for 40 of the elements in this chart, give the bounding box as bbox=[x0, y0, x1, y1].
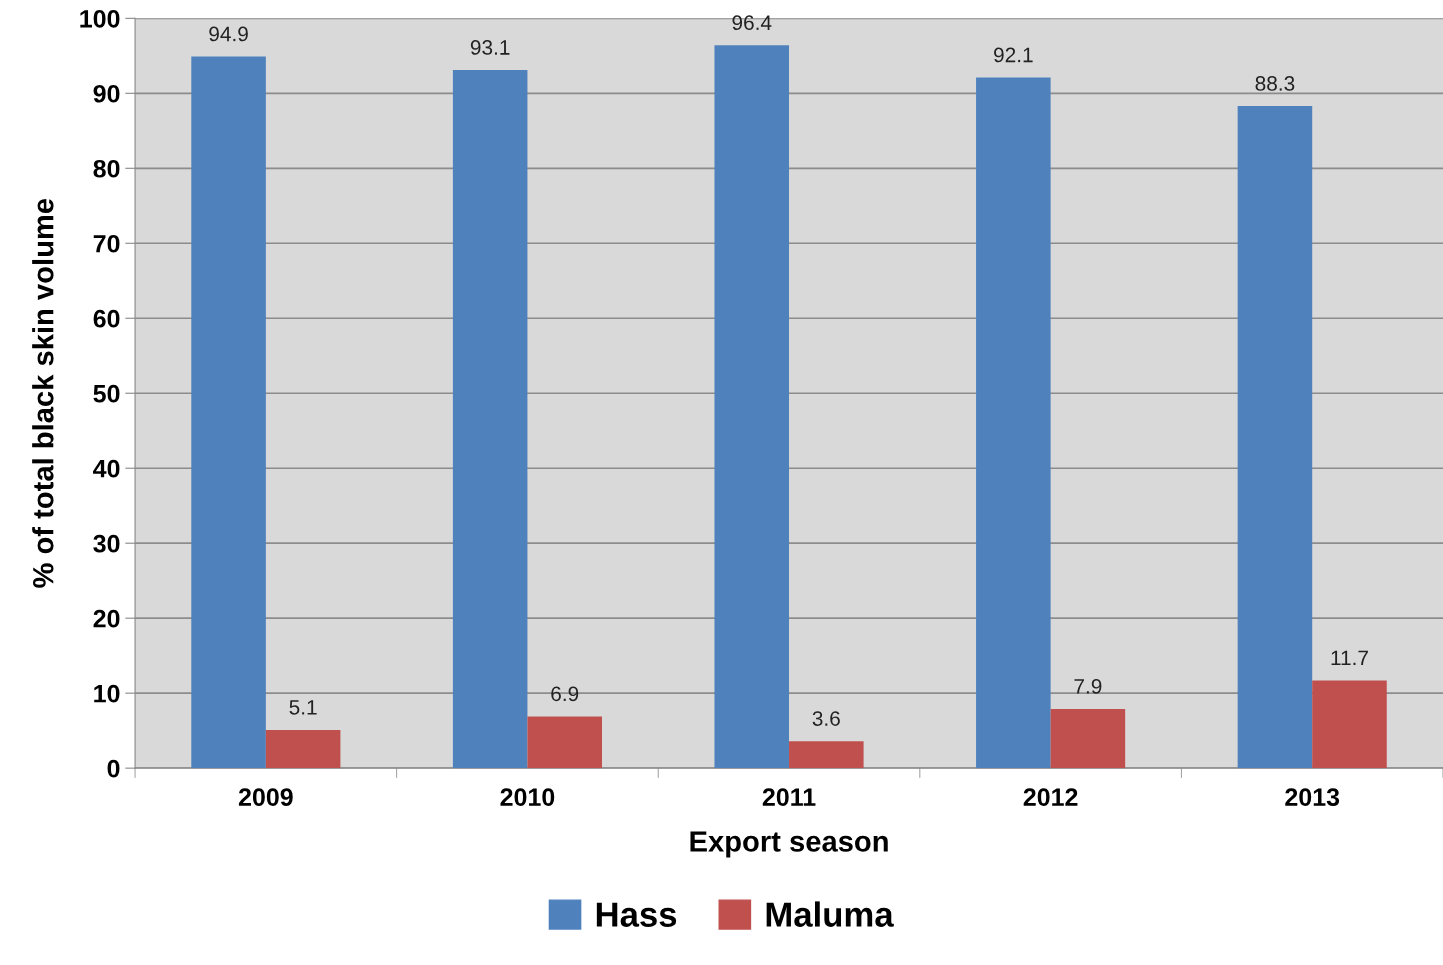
bar bbox=[1312, 680, 1387, 769]
y-tick-label: 70 bbox=[93, 234, 120, 253]
x-tick-label: 2012 bbox=[1023, 788, 1078, 806]
y-tick-label: 20 bbox=[93, 609, 120, 628]
y-tick-label: 80 bbox=[93, 159, 120, 178]
bar bbox=[1237, 106, 1313, 769]
y-tick-label: 30 bbox=[93, 534, 120, 553]
data-label: 94.9 bbox=[209, 26, 248, 42]
y-tick-label: 90 bbox=[93, 84, 120, 103]
x-tick-label: 2009 bbox=[238, 788, 293, 806]
x-axis-title: Export season bbox=[690, 831, 888, 858]
y-axis-title: % of total black skin volume bbox=[32, 198, 54, 588]
x-tick-label: 2013 bbox=[1285, 788, 1340, 806]
data-label: 7.9 bbox=[1074, 678, 1102, 694]
bar bbox=[452, 70, 528, 769]
bar bbox=[789, 741, 864, 769]
data-label: 96.4 bbox=[732, 15, 772, 31]
bar bbox=[714, 45, 790, 769]
y-tick-label: 10 bbox=[94, 684, 120, 703]
bar bbox=[976, 77, 1051, 769]
data-label: 11.7 bbox=[1331, 650, 1368, 665]
data-label: 92.1 bbox=[994, 47, 1033, 63]
y-tick-label: 60 bbox=[93, 309, 120, 328]
data-label: 5.1 bbox=[289, 700, 317, 715]
y-tick-label: 0 bbox=[107, 759, 120, 778]
legend-label: Hass bbox=[596, 902, 677, 927]
bar bbox=[1050, 708, 1126, 769]
x-tick-label: 2010 bbox=[500, 788, 555, 806]
data-label: 3.6 bbox=[812, 711, 840, 726]
data-label: 93.1 bbox=[470, 40, 510, 55]
data-label: 88.3 bbox=[1255, 76, 1295, 91]
bar bbox=[191, 56, 266, 769]
legend-label: Maluma bbox=[766, 901, 894, 927]
y-tick-label: 100 bbox=[80, 9, 120, 28]
bar bbox=[265, 729, 341, 769]
data-label: 6.9 bbox=[551, 686, 579, 702]
y-tick-label: 40 bbox=[93, 459, 120, 478]
y-tick-label: 50 bbox=[93, 384, 120, 403]
bar bbox=[527, 716, 602, 769]
x-tick-label: 2011 bbox=[762, 788, 816, 806]
